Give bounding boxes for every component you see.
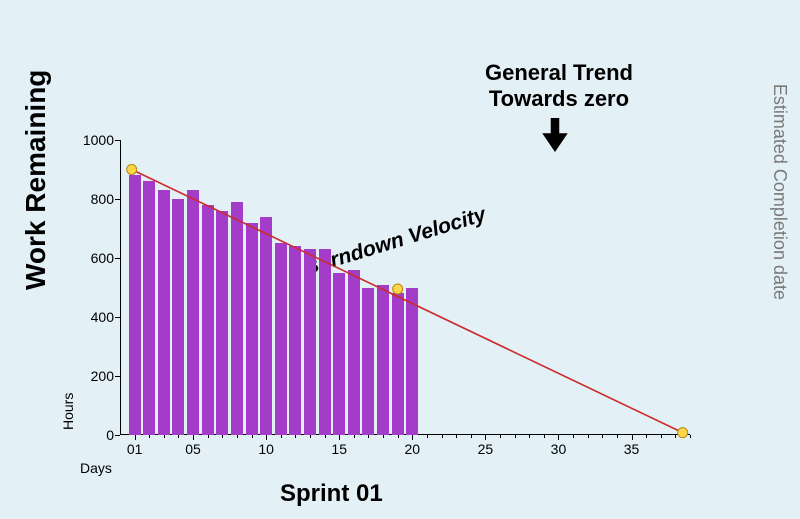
x-tick-minor <box>515 435 516 438</box>
x-tick-major <box>412 435 413 440</box>
x-tick-minor <box>149 435 150 438</box>
y-tick <box>115 376 120 377</box>
x-tick-minor <box>368 435 369 438</box>
estimated-completion-label: Estimated Completion date <box>769 84 790 300</box>
x-tick-label: 25 <box>478 441 494 457</box>
x-tick-major <box>193 435 194 440</box>
trendline-marker <box>678 428 688 438</box>
x-tick-label: 30 <box>551 441 567 457</box>
y-tick-label: 1000 <box>83 132 114 148</box>
x-tick-minor <box>208 435 209 438</box>
x-tick-minor <box>252 435 253 438</box>
x-tick-minor <box>178 435 179 438</box>
x-tick-minor <box>456 435 457 438</box>
x-tick-minor <box>544 435 545 438</box>
x-tick-label: 15 <box>331 441 347 457</box>
x-tick-major <box>266 435 267 440</box>
x-tick-minor <box>573 435 574 438</box>
y-tick <box>115 258 120 259</box>
trendline <box>132 170 683 433</box>
y-tick-label: 800 <box>91 191 114 207</box>
y-tick-label: 200 <box>91 368 114 384</box>
y-tick <box>115 199 120 200</box>
x-tick-minor <box>222 435 223 438</box>
x-tick-minor <box>529 435 530 438</box>
x-axis-subtitle: Days <box>80 460 112 476</box>
x-tick-label: 10 <box>258 441 274 457</box>
y-tick <box>115 317 120 318</box>
x-tick-minor <box>690 435 691 438</box>
y-tick-label: 600 <box>91 250 114 266</box>
x-tick-minor <box>617 435 618 438</box>
trendline-overlay <box>120 140 690 435</box>
chart-plot-area: 020040060080010000105101520253035 <box>120 140 690 435</box>
y-axis-title: Work Remaining <box>20 70 52 290</box>
x-tick-minor <box>281 435 282 438</box>
x-tick-minor <box>427 435 428 438</box>
x-tick-label: 35 <box>624 441 640 457</box>
x-tick-major <box>632 435 633 440</box>
y-axis-subtitle: Hours <box>60 393 76 430</box>
y-tick <box>115 140 120 141</box>
x-tick-minor <box>500 435 501 438</box>
x-tick-major <box>558 435 559 440</box>
x-tick-label: 20 <box>405 441 421 457</box>
x-tick-label: 01 <box>127 441 143 457</box>
x-tick-minor <box>588 435 589 438</box>
trend-annotation-line1: General Trend <box>485 60 633 85</box>
x-tick-major <box>135 435 136 440</box>
y-tick <box>115 435 120 436</box>
y-tick-label: 400 <box>91 309 114 325</box>
x-tick-minor <box>295 435 296 438</box>
x-tick-minor <box>442 435 443 438</box>
y-tick-label: 0 <box>106 427 114 443</box>
x-tick-minor <box>646 435 647 438</box>
trendline-marker <box>127 165 137 175</box>
x-tick-minor <box>383 435 384 438</box>
x-tick-minor <box>661 435 662 438</box>
x-tick-major <box>339 435 340 440</box>
x-tick-minor <box>310 435 311 438</box>
x-tick-label: 05 <box>185 441 201 457</box>
trendline-marker <box>393 284 403 294</box>
x-tick-minor <box>471 435 472 438</box>
x-tick-minor <box>398 435 399 438</box>
trend-annotation-line2: Towards zero <box>489 86 629 111</box>
trend-annotation: General Trend Towards zero <box>485 60 633 112</box>
x-tick-minor <box>675 435 676 438</box>
x-tick-minor <box>354 435 355 438</box>
x-tick-minor <box>164 435 165 438</box>
x-axis-title: Sprint 01 <box>280 480 383 508</box>
x-tick-minor <box>602 435 603 438</box>
x-tick-major <box>485 435 486 440</box>
x-tick-minor <box>325 435 326 438</box>
x-tick-minor <box>237 435 238 438</box>
